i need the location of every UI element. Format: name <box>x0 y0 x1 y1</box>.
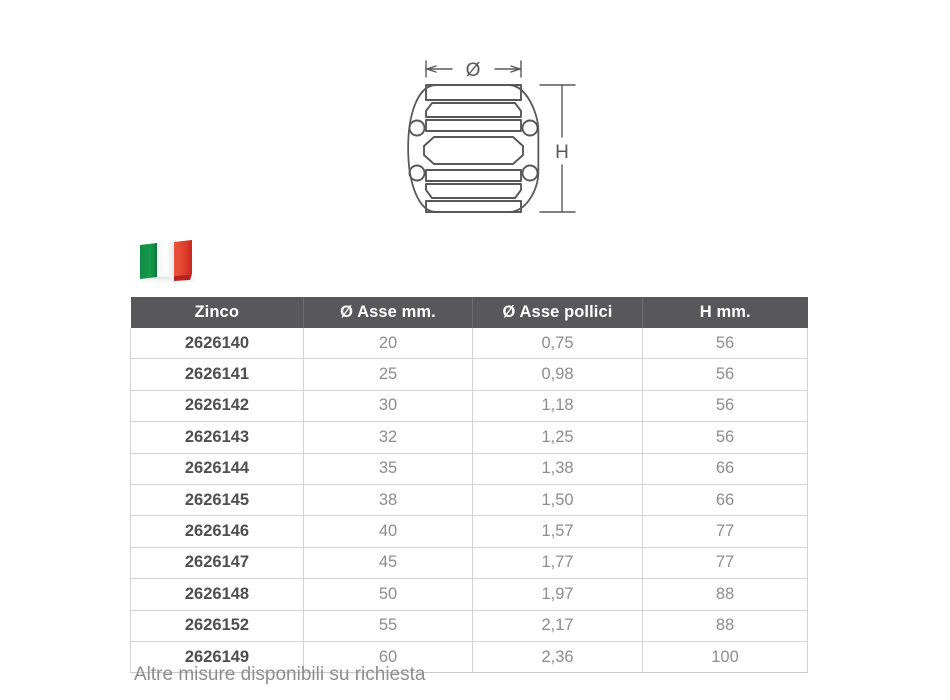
diameter-dimension <box>425 60 522 78</box>
cell-asse-mm: 20 <box>303 328 473 360</box>
diameter-label: Ø <box>466 60 481 81</box>
table-row: 2626145 38 1,50 66 <box>130 484 808 517</box>
height-label: H <box>555 142 569 163</box>
anode-rib-bottom-3 <box>425 169 522 182</box>
column-header-asse-pollici: Ø Asse pollici <box>472 297 643 328</box>
column-header-zinco: Zinco <box>130 297 304 328</box>
flag-red-band <box>174 240 192 276</box>
cell-asse-mm: 55 <box>303 610 473 642</box>
cell-h-mm: 56 <box>642 358 808 391</box>
cell-asse-pollici: 0,98 <box>472 358 643 391</box>
table-body: 2626140 20 0,75 56 2626141 25 0,98 56 26… <box>130 328 808 674</box>
anode-rib-top-2 <box>425 102 522 118</box>
cell-h-mm: 100 <box>642 641 808 674</box>
table-row: 2626140 20 0,75 56 <box>130 328 808 360</box>
cell-h-mm: 88 <box>642 610 808 642</box>
table-header-row: Zinco Ø Asse mm. Ø Asse pollici H mm. <box>130 297 808 328</box>
cell-asse-pollici: 1,18 <box>472 390 643 423</box>
cell-asse-pollici: 1,50 <box>472 484 643 517</box>
table-row: 2626142 30 1,18 56 <box>130 390 808 423</box>
cell-code: 2626148 <box>130 578 304 611</box>
cell-h-mm: 77 <box>642 515 808 548</box>
diameter-arrow-left <box>426 65 437 73</box>
table-row: 2626141 25 0,98 56 <box>130 358 808 391</box>
cell-asse-mm: 30 <box>303 390 473 423</box>
cell-asse-pollici: 1,57 <box>472 515 643 548</box>
diameter-arrow-right <box>510 65 521 73</box>
anode-rib-top-1 <box>425 84 522 101</box>
flag-white-band <box>157 242 174 277</box>
cell-asse-mm: 40 <box>303 515 473 548</box>
table-row: 2626147 45 1,77 77 <box>130 547 808 580</box>
cell-code: 2626143 <box>130 421 304 454</box>
italian-flag <box>133 239 207 287</box>
anode-rib-bottom-2 <box>425 183 522 199</box>
column-header-h-mm: H mm. <box>642 297 808 328</box>
cell-asse-mm: 35 <box>303 453 473 485</box>
table-row: 2626144 35 1,38 66 <box>130 453 808 485</box>
bolt-hole-bottom-right <box>521 164 539 182</box>
cell-asse-pollici: 2,36 <box>472 641 643 674</box>
cell-asse-mm: 45 <box>303 547 473 580</box>
cell-code: 2626146 <box>130 515 304 548</box>
flag-green-band <box>140 243 157 279</box>
table-footnote: Altre misure disponibili su richiesta <box>134 664 426 685</box>
cell-code: 2626140 <box>130 328 304 360</box>
cell-asse-mm: 32 <box>303 421 473 454</box>
table-row: 2626149 60 2,36 100 <box>130 641 808 674</box>
column-header-asse-mm: Ø Asse mm. <box>303 297 473 328</box>
height-dimension <box>539 84 576 213</box>
cell-asse-pollici: 2,17 <box>472 610 643 642</box>
anode-center-octagon <box>423 136 524 165</box>
cell-asse-mm: 50 <box>303 578 473 611</box>
cell-asse-mm: 25 <box>303 358 473 391</box>
anode-technical-drawing: Ø H <box>390 45 610 235</box>
italian-flag-svg <box>140 240 195 285</box>
cell-code: 2626147 <box>130 547 304 580</box>
cell-asse-pollici: 0,75 <box>472 328 643 360</box>
cell-asse-pollici: 1,97 <box>472 578 643 611</box>
table-header: Zinco Ø Asse mm. Ø Asse pollici H mm. <box>130 297 808 328</box>
bolt-hole-top-left <box>408 119 426 137</box>
cell-asse-pollici: 1,77 <box>472 547 643 580</box>
cell-asse-mm: 60 <box>303 641 473 674</box>
bolt-hole-bottom-left <box>408 164 426 182</box>
flag-curl <box>174 274 192 281</box>
cell-asse-pollici: 1,38 <box>472 453 643 485</box>
anode-outer-shell <box>407 84 540 213</box>
cell-code: 2626149 <box>130 641 304 674</box>
cell-h-mm: 66 <box>642 453 808 485</box>
table-row: 2626143 32 1,25 56 <box>130 421 808 454</box>
cell-h-mm: 66 <box>642 484 808 517</box>
spec-table-container: Zinco Ø Asse mm. Ø Asse pollici H mm. 26… <box>130 297 808 674</box>
cell-asse-mm: 38 <box>303 484 473 517</box>
cell-h-mm: 56 <box>642 328 808 360</box>
cell-h-mm: 56 <box>642 390 808 423</box>
cell-h-mm: 77 <box>642 547 808 580</box>
cell-h-mm: 88 <box>642 578 808 611</box>
anode-drawing-svg: Ø H <box>407 60 576 213</box>
cell-code: 2626145 <box>130 484 304 517</box>
cell-code: 2626152 <box>130 610 304 642</box>
anode-spec-table: Zinco Ø Asse mm. Ø Asse pollici H mm. 26… <box>130 297 808 674</box>
cell-h-mm: 56 <box>642 421 808 454</box>
table-row: 2626146 40 1,57 77 <box>130 515 808 548</box>
bolt-hole-top-right <box>521 119 539 137</box>
table-row: 2626148 50 1,97 88 <box>130 578 808 611</box>
table-row: 2626152 55 2,17 88 <box>130 610 808 642</box>
cell-asse-pollici: 1,25 <box>472 421 643 454</box>
cell-code: 2626142 <box>130 390 304 423</box>
flag-shadow <box>142 275 195 285</box>
cell-code: 2626141 <box>130 358 304 391</box>
cell-code: 2626144 <box>130 453 304 485</box>
anode-rib-top-3 <box>425 119 522 132</box>
anode-rib-bottom-1 <box>425 200 522 213</box>
